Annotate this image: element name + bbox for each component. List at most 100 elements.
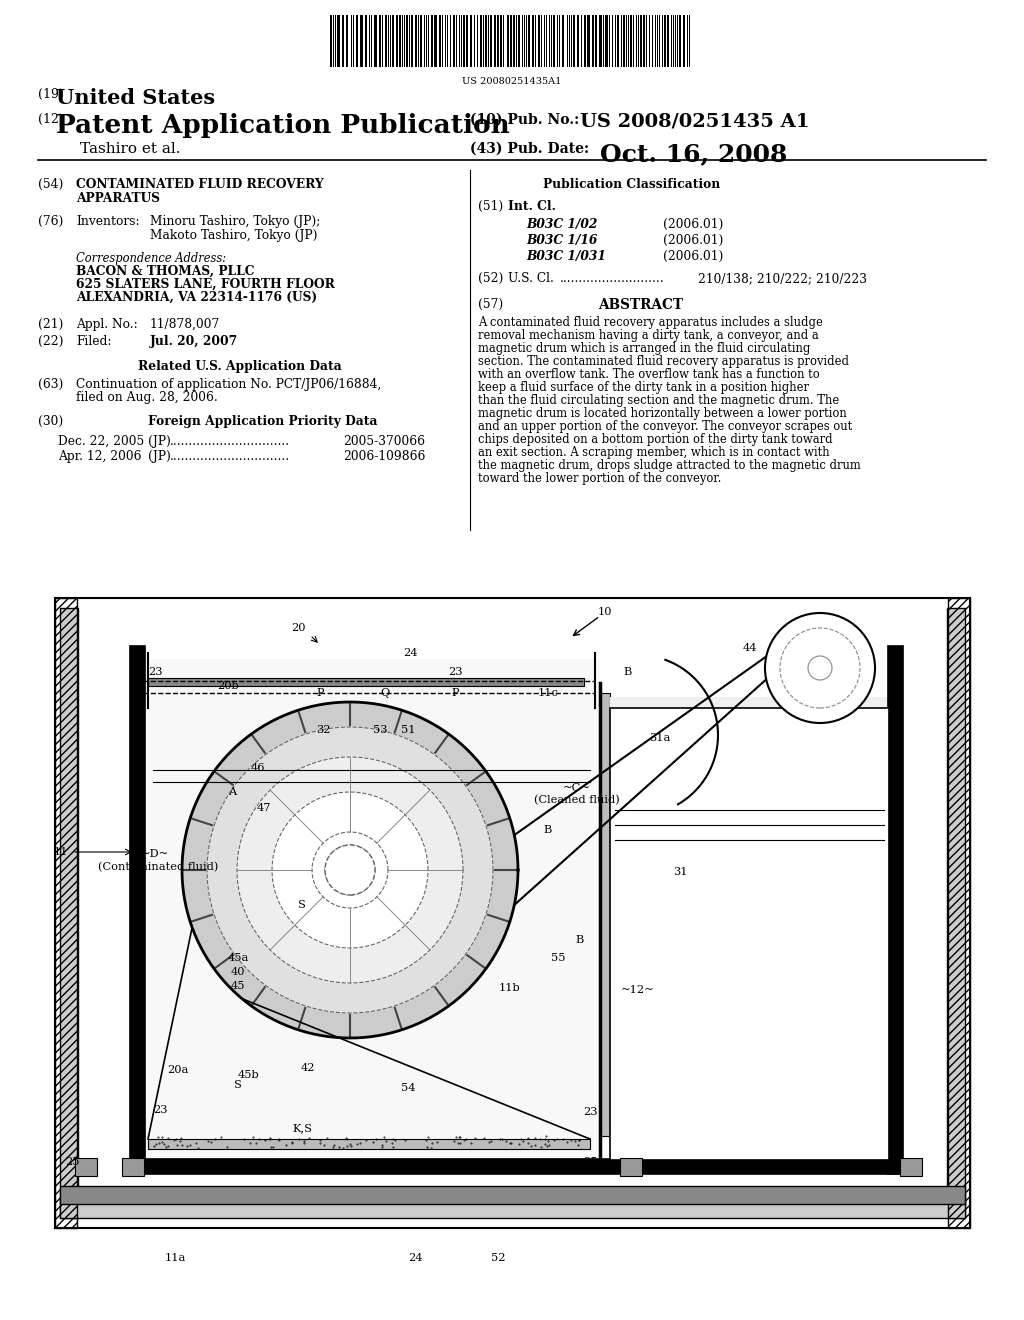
Circle shape	[325, 845, 375, 895]
Text: P: P	[452, 688, 459, 698]
Text: K,S: K,S	[292, 1123, 312, 1133]
Text: magnetic drum is located horizontally between a lower portion: magnetic drum is located horizontally be…	[478, 407, 847, 420]
Text: (63): (63)	[38, 378, 63, 391]
Text: 20: 20	[291, 623, 305, 634]
Bar	[60, 609, 78, 1218]
Text: 45b: 45b	[238, 1071, 259, 1080]
Text: (Cleaned fluid): (Cleaned fluid)	[535, 795, 620, 805]
Text: BACON & THOMAS, PLLC: BACON & THOMAS, PLLC	[76, 265, 255, 279]
Text: than the fluid circulating section and the magnetic drum. The: than the fluid circulating section and t…	[478, 393, 840, 407]
Text: 52: 52	[490, 1253, 505, 1263]
Text: (22): (22)	[38, 335, 63, 348]
Text: 23: 23	[447, 667, 462, 677]
Text: 2006-109866: 2006-109866	[343, 450, 425, 463]
Text: magnetic drum which is arranged in the fluid circulating: magnetic drum which is arranged in the f…	[478, 342, 810, 355]
Text: 42: 42	[301, 1063, 315, 1073]
Text: Oct. 16, 2008: Oct. 16, 2008	[600, 143, 787, 166]
Text: filed on Aug. 28, 2006.: filed on Aug. 28, 2006.	[76, 391, 218, 404]
Text: 45a: 45a	[227, 953, 249, 964]
Text: S: S	[298, 900, 306, 909]
Text: Q: Q	[380, 688, 389, 698]
Bar	[947, 609, 965, 1218]
Text: A contaminated fluid recovery apparatus includes a sludge: A contaminated fluid recovery apparatus …	[478, 315, 823, 329]
Text: B03C 1/031: B03C 1/031	[526, 249, 606, 263]
Bar	[453, 15, 455, 67]
Text: 31a: 31a	[649, 733, 671, 743]
Text: B: B	[624, 667, 632, 677]
Text: A: A	[228, 787, 237, 797]
Text: ~12~: ~12~	[622, 985, 655, 995]
Text: 46: 46	[251, 763, 265, 774]
Text: 11a: 11a	[164, 1253, 185, 1263]
Text: Continuation of application No. PCT/JP06/16884,: Continuation of application No. PCT/JP06…	[76, 378, 381, 391]
Bar	[55, 598, 970, 1228]
Text: US 2008/0251435 A1: US 2008/0251435 A1	[580, 114, 810, 131]
Text: P: P	[316, 688, 324, 698]
Bar	[439, 15, 441, 67]
Bar	[532, 15, 534, 67]
Text: 51: 51	[400, 725, 416, 735]
Bar	[610, 708, 889, 1160]
Text: Dec. 22, 2005: Dec. 22, 2005	[58, 436, 144, 447]
Bar	[55, 598, 77, 1228]
Bar	[562, 15, 564, 67]
Bar	[497, 15, 499, 67]
Text: 44: 44	[742, 643, 758, 653]
Text: ~C~: ~C~	[563, 783, 591, 793]
Text: Appl. No.:: Appl. No.:	[76, 318, 138, 331]
Text: US 20080251435A1: US 20080251435A1	[462, 77, 562, 86]
Text: (43) Pub. Date:: (43) Pub. Date:	[470, 143, 589, 156]
Text: ABSTRACT: ABSTRACT	[598, 298, 683, 312]
Text: Publication Classification: Publication Classification	[543, 178, 720, 191]
Text: Patent Application Publication: Patent Application Publication	[56, 114, 510, 139]
Text: Int. Cl.: Int. Cl.	[508, 201, 556, 213]
Bar	[342, 15, 344, 67]
Bar	[494, 15, 496, 67]
Text: with an overflow tank. The overflow tank has a function to: with an overflow tank. The overflow tank…	[478, 368, 820, 381]
Text: B: B	[544, 825, 552, 836]
Bar	[399, 15, 401, 67]
Text: chips deposited on a bottom portion of the dirty tank toward: chips deposited on a bottom portion of t…	[478, 433, 833, 446]
Text: (21): (21)	[38, 318, 63, 331]
Bar	[620, 1158, 642, 1176]
Text: 40: 40	[230, 968, 246, 977]
Text: (51): (51)	[478, 201, 503, 213]
Text: (JP): (JP)	[148, 436, 171, 447]
Text: 55: 55	[551, 953, 565, 964]
Text: (Contaminated fluid): (Contaminated fluid)	[98, 862, 218, 873]
Text: 11b: 11b	[499, 983, 521, 993]
Text: B03C 1/16: B03C 1/16	[526, 234, 597, 247]
Bar	[55, 598, 970, 1228]
Text: (JP): (JP)	[148, 450, 171, 463]
Bar	[595, 15, 597, 67]
Bar	[518, 15, 520, 67]
Bar	[573, 15, 575, 67]
Bar	[510, 15, 512, 67]
Polygon shape	[272, 792, 428, 948]
Bar	[592, 15, 594, 67]
Text: 2005-370066: 2005-370066	[343, 436, 425, 447]
Bar	[610, 697, 889, 1160]
Text: Inventors:: Inventors:	[76, 215, 139, 228]
Text: 625 SLATERS LANE, FOURTH FLOOR: 625 SLATERS LANE, FOURTH FLOOR	[76, 279, 335, 290]
Bar	[683, 15, 685, 67]
Text: the magnetic drum, drops sludge attracted to the magnetic drum: the magnetic drum, drops sludge attracte…	[478, 459, 861, 473]
Polygon shape	[182, 702, 518, 1038]
Text: 24: 24	[408, 1253, 422, 1263]
Text: 23: 23	[583, 1107, 597, 1117]
Text: ...............................: ...............................	[170, 450, 290, 463]
Bar	[360, 15, 362, 67]
Text: Related U.S. Application Data: Related U.S. Application Data	[138, 360, 342, 374]
Text: Foreign Application Priority Data: Foreign Application Priority Data	[148, 414, 378, 428]
Bar	[434, 15, 437, 67]
Bar	[406, 15, 408, 67]
Text: (2006.01): (2006.01)	[663, 234, 723, 247]
Text: (19): (19)	[38, 88, 63, 102]
Text: ALEXANDRIA, VA 22314-1176 (US): ALEXANDRIA, VA 22314-1176 (US)	[76, 290, 317, 304]
Text: 32: 32	[315, 725, 331, 735]
Text: 53: 53	[373, 725, 387, 735]
Bar	[640, 15, 642, 67]
Text: (52): (52)	[478, 272, 504, 285]
Text: (12): (12)	[38, 114, 63, 125]
Text: 25: 25	[65, 1158, 79, 1167]
